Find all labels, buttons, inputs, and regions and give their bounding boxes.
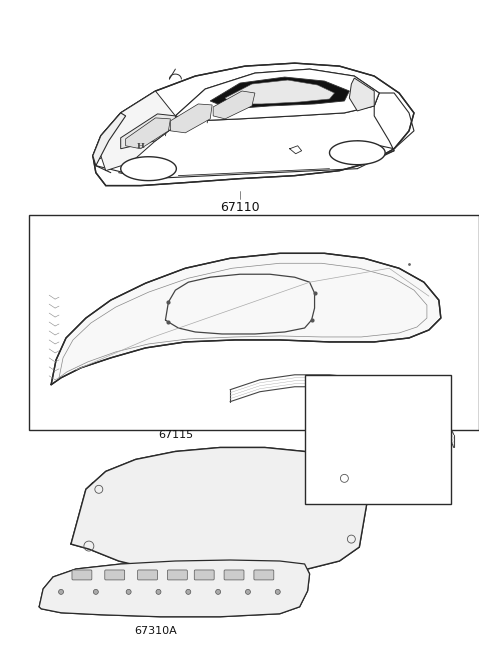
Polygon shape [170, 104, 212, 133]
Circle shape [276, 590, 280, 594]
Polygon shape [39, 560, 310, 617]
Circle shape [59, 590, 63, 594]
Text: H: H [137, 141, 144, 150]
Polygon shape [175, 69, 379, 121]
Polygon shape [225, 80, 335, 104]
Polygon shape [101, 91, 175, 171]
FancyBboxPatch shape [224, 570, 244, 580]
Circle shape [186, 590, 191, 594]
Polygon shape [93, 113, 126, 166]
FancyBboxPatch shape [72, 570, 92, 580]
FancyBboxPatch shape [194, 570, 214, 580]
Text: 67115: 67115 [158, 430, 193, 440]
Circle shape [216, 590, 221, 594]
Polygon shape [71, 447, 369, 575]
FancyBboxPatch shape [138, 570, 157, 580]
Polygon shape [210, 77, 349, 109]
Text: 67130: 67130 [401, 388, 436, 398]
Polygon shape [120, 114, 175, 149]
Circle shape [93, 590, 98, 594]
FancyBboxPatch shape [254, 570, 274, 580]
Polygon shape [329, 141, 385, 164]
Polygon shape [121, 157, 176, 181]
Circle shape [156, 590, 161, 594]
Polygon shape [349, 78, 374, 111]
Bar [29, 215, 479, 430]
FancyBboxPatch shape [168, 570, 187, 580]
Polygon shape [93, 63, 414, 185]
Text: 67136: 67136 [342, 413, 377, 422]
Text: 67310A: 67310A [134, 626, 177, 636]
Polygon shape [51, 253, 441, 384]
Polygon shape [126, 118, 170, 149]
Circle shape [126, 590, 131, 594]
Bar [305, 375, 451, 504]
Polygon shape [213, 91, 255, 119]
Text: 67110: 67110 [220, 200, 260, 214]
Circle shape [245, 590, 251, 594]
FancyBboxPatch shape [105, 570, 125, 580]
